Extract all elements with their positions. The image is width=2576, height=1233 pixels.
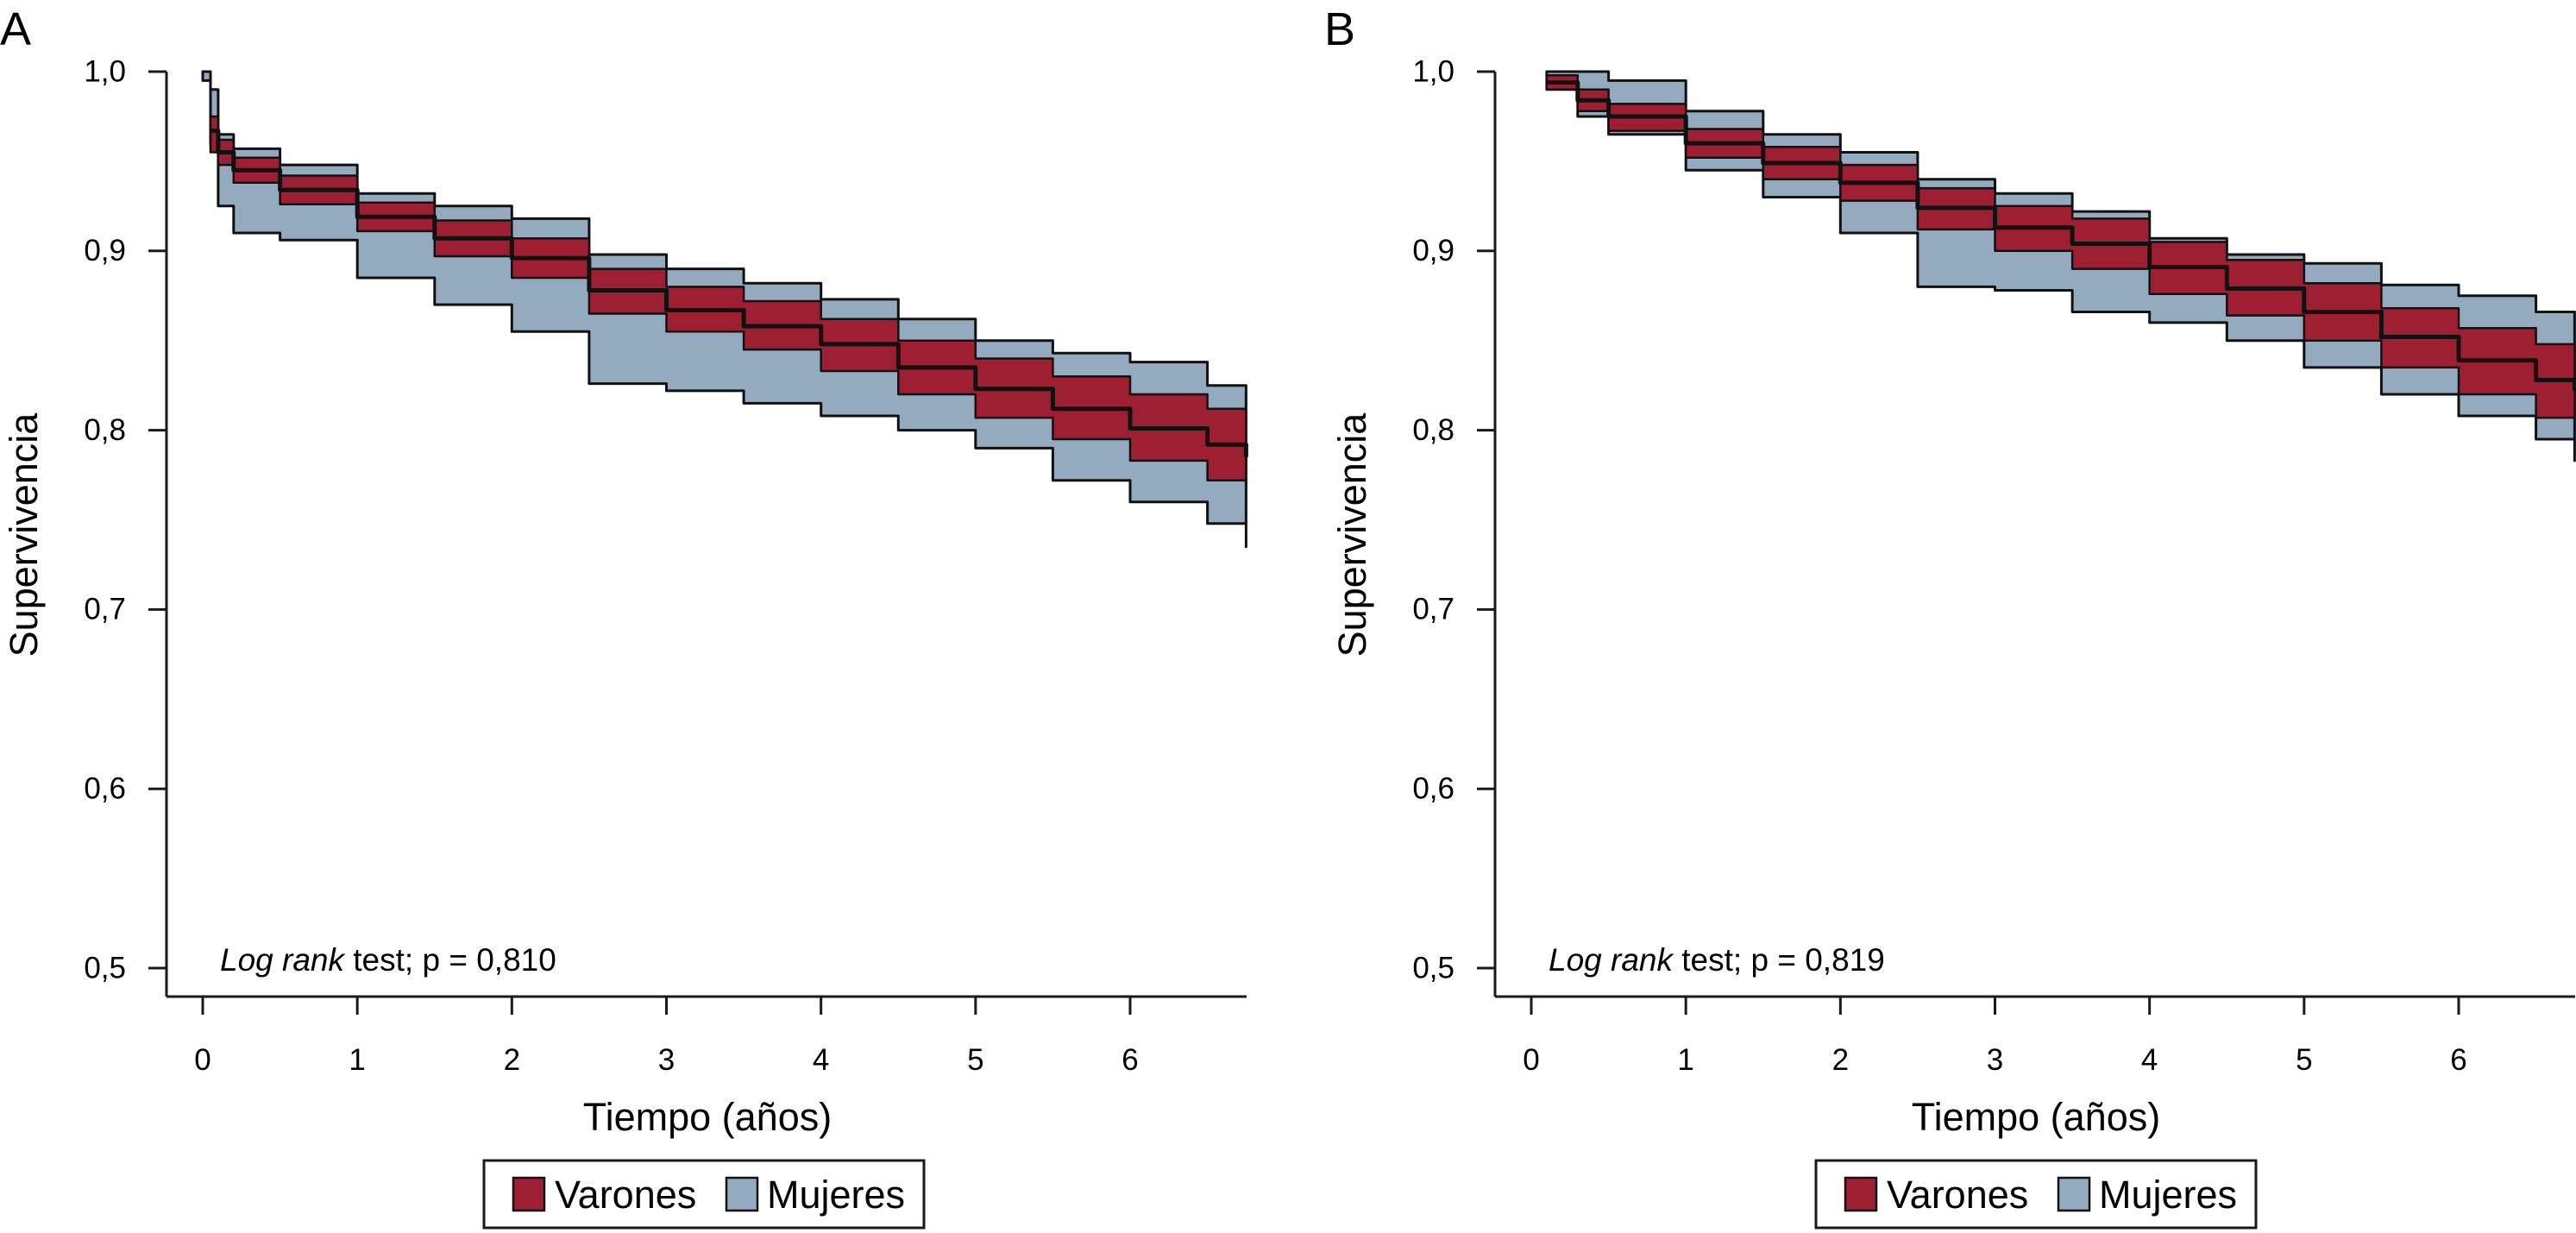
panel-b-legend-box: [1814, 1159, 2258, 1230]
panel-a-legend-varones-swatch: [512, 1176, 546, 1212]
panel-b-legend: Varones Mujeres: [1814, 1159, 2258, 1230]
panel-a-ytick-label: 0,6: [84, 771, 126, 805]
panel-b-plot: [1545, 70, 2576, 462]
panel-a-legend-box: [482, 1159, 926, 1230]
panel-a-ytick-label: 1,0: [84, 54, 126, 88]
panel-b-legend-mujeres-swatch: [2057, 1176, 2091, 1212]
panel-b-varones-survival-line: [1546, 80, 2576, 391]
panel-a-ytick-label: 0,5: [84, 951, 126, 985]
panel-a-ytick-label: 0,9: [84, 234, 126, 267]
panel-a-xtick-label: 3: [658, 1043, 675, 1077]
panel-a-xtick-label: 6: [1122, 1043, 1138, 1077]
panel-a-xtick-label: 2: [504, 1043, 520, 1077]
panel-a-ytick-label: 0,7: [84, 593, 126, 626]
panel-b-xtick-label: 0: [1523, 1043, 1539, 1077]
panel-a: A 0,5 0,6 0,7 0,8 0,9 1,0 Supervivencia: [0, 3, 1248, 1230]
panel-a-y-axis: 0,5 0,6 0,7 0,8 0,9 1,0 Supervivencia: [2, 54, 168, 997]
panel-a-plot: [201, 70, 1248, 549]
panel-b-y-axis-title: Supervivencia: [1330, 412, 1374, 657]
panel-a-varones-ci-band: [209, 115, 1247, 494]
panel-a-ytick-label: 0,8: [84, 413, 126, 447]
panel-a-xtick-label: 4: [813, 1043, 829, 1077]
panel-b-ytick-label: 0,8: [1412, 413, 1454, 447]
panel-a-annotation-italic: Log rank: [220, 942, 346, 978]
panel-a-varones-survival-line: [210, 129, 1248, 457]
panel-b-log-rank-annotation: Log rank test; p = 0,819: [1549, 942, 1885, 978]
panel-b-x-axis: 0 1 2 3 4 5 6 Tiempo (años): [1495, 995, 2575, 1139]
panel-a-legend: Varones Mujeres: [482, 1159, 926, 1230]
panel-a-legend-varones-label: Varones: [555, 1173, 696, 1217]
panel-a-log-rank-annotation: Log rank test; p = 0,810: [220, 942, 556, 978]
panel-b-annotation-text: test; p = 0,819: [1673, 942, 1885, 978]
panel-b-xtick-label: 6: [2450, 1043, 2466, 1077]
panel-b-ytick-label: 0,5: [1412, 951, 1454, 985]
panel-a-x-axis: 0 1 2 3 4 5 6 Tiempo (años): [166, 995, 1247, 1139]
panel-b-xtick-label: 4: [2141, 1043, 2158, 1077]
panel-b-legend-varones-label: Varones: [1887, 1173, 2028, 1217]
panel-a-x-axis-title: Tiempo (años): [583, 1095, 832, 1139]
panel-a-letter: A: [0, 3, 31, 55]
panel-b-ytick-label: 1,0: [1412, 54, 1454, 88]
panel-b-ytick-label: 0,6: [1412, 771, 1454, 805]
panel-b: B 0,5 0,6 0,7 0,8 0,9 1,0 Supervivencia: [1324, 3, 2576, 1230]
panel-b-xtick-label: 5: [2296, 1043, 2312, 1077]
panel-a-xtick-label: 0: [194, 1043, 210, 1077]
panel-b-legend-mujeres-label: Mujeres: [2099, 1173, 2237, 1217]
panel-a-xtick-label: 5: [967, 1043, 983, 1077]
panel-b-xtick-label: 1: [1677, 1043, 1693, 1077]
panel-b-letter: B: [1324, 3, 1355, 55]
panel-b-xtick-label: 2: [1832, 1043, 1849, 1077]
panel-b-x-axis-title: Tiempo (años): [1912, 1095, 2160, 1139]
panel-a-legend-mujeres-label: Mujeres: [767, 1173, 905, 1217]
panel-b-legend-varones-swatch: [1844, 1176, 1878, 1212]
panel-b-xtick-label: 3: [1987, 1043, 2003, 1077]
panel-a-y-axis-title: Supervivencia: [2, 412, 46, 657]
panel-b-ytick-label: 0,9: [1412, 234, 1454, 267]
panel-a-legend-mujeres-swatch: [725, 1176, 759, 1212]
panel-b-annotation-italic: Log rank: [1549, 942, 1674, 978]
panel-a-annotation-text: test; p = 0,810: [344, 942, 556, 978]
panel-b-ytick-label: 0,7: [1412, 593, 1454, 626]
panel-a-xtick-label: 1: [349, 1043, 365, 1077]
panel-b-y-axis: 0,5 0,6 0,7 0,8 0,9 1,0 Supervivencia: [1330, 54, 1497, 997]
